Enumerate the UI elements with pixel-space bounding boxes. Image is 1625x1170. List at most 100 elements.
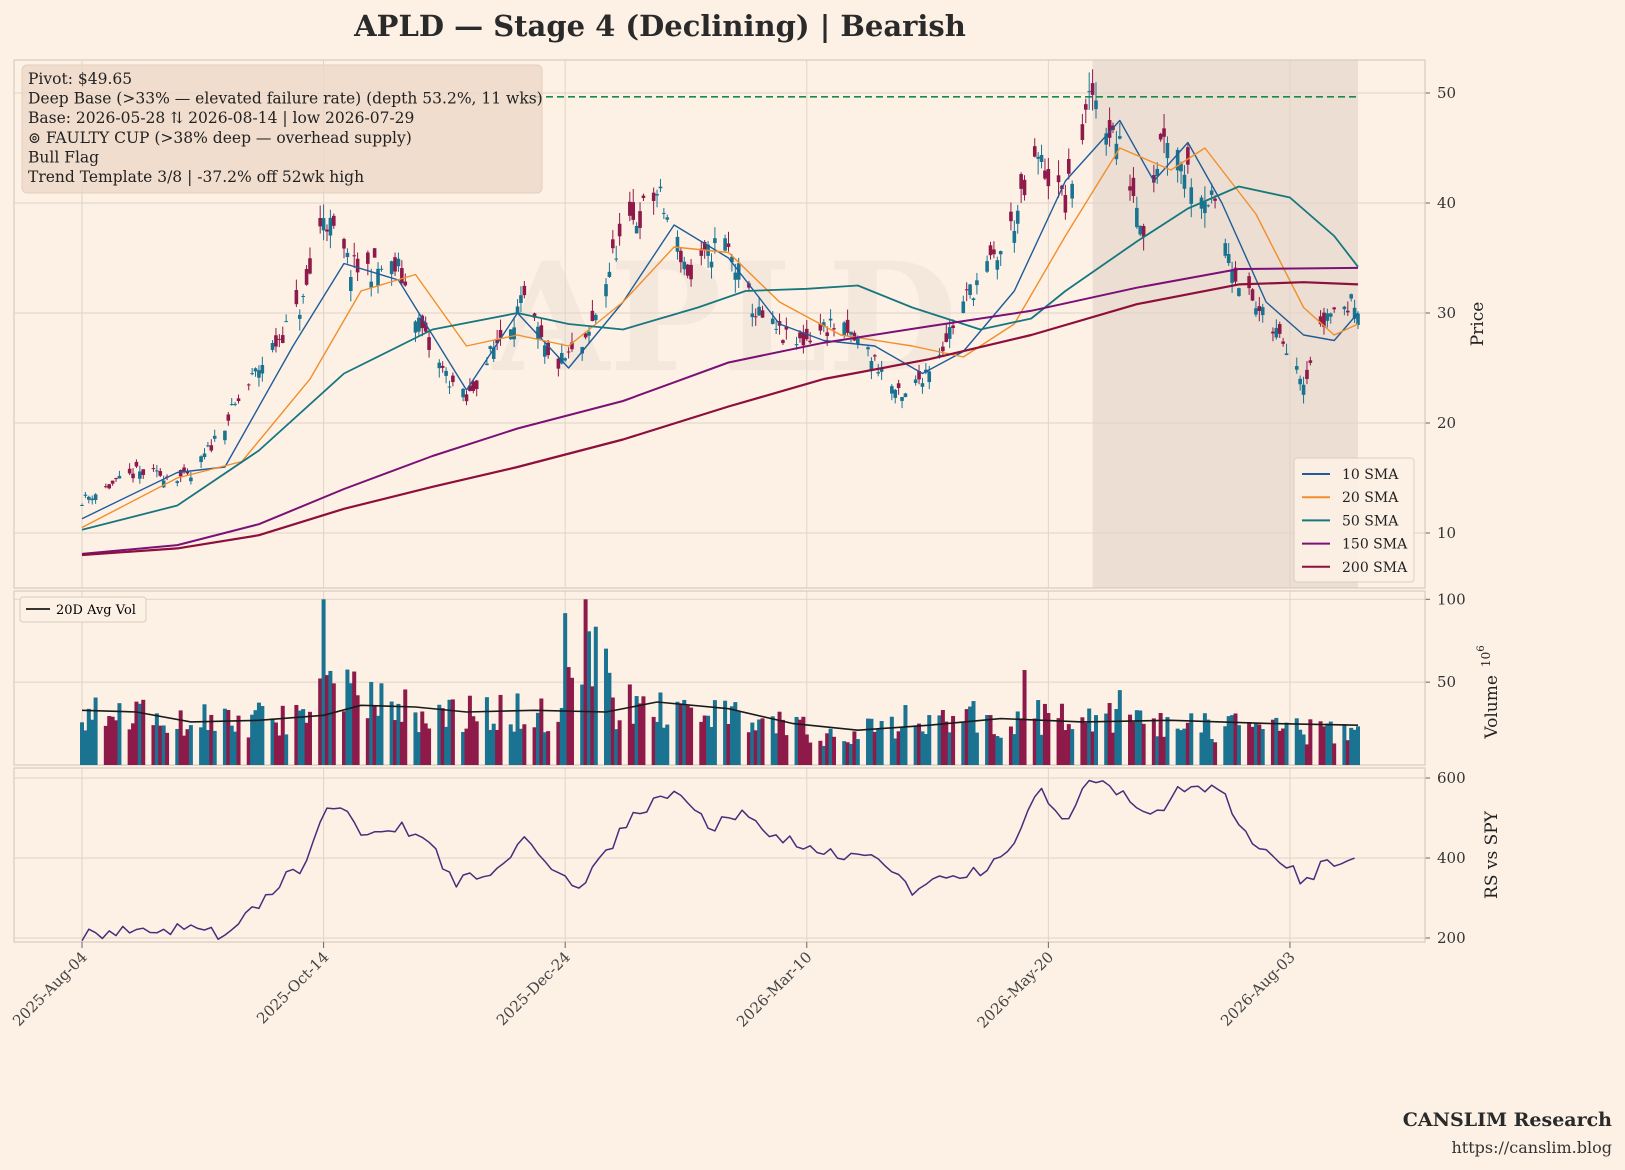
candle-body xyxy=(464,394,469,402)
volume-bar xyxy=(222,708,227,765)
volume-bar xyxy=(831,736,836,765)
volume-bar xyxy=(1080,717,1085,765)
volume-bar xyxy=(1059,703,1064,765)
volume-bar xyxy=(1063,730,1068,765)
volume-bar xyxy=(988,715,993,765)
candle-body xyxy=(495,338,499,344)
volume-bar xyxy=(559,707,564,765)
volume-bar xyxy=(951,715,956,765)
sma-line-20 xyxy=(81,147,1359,529)
volume-bar xyxy=(321,599,326,765)
vol-frame xyxy=(13,590,1426,766)
candle-body xyxy=(393,257,397,272)
volume-bar xyxy=(1070,729,1075,765)
candle-body xyxy=(1260,307,1265,316)
volume-bar xyxy=(80,722,84,765)
candle-body xyxy=(107,484,112,489)
price-tick-label: 40 xyxy=(1437,194,1456,212)
candle-body xyxy=(866,347,870,350)
candle-body xyxy=(427,337,431,350)
candle-body xyxy=(723,238,727,251)
rs-tick-label: 200 xyxy=(1437,929,1466,947)
candle-body xyxy=(202,453,207,458)
candle-body xyxy=(226,414,231,421)
rs-tick-label: 600 xyxy=(1437,769,1466,787)
candle-body xyxy=(321,218,326,231)
candle-body xyxy=(702,241,707,251)
volume-bars xyxy=(80,599,1360,765)
volume-bar xyxy=(1356,726,1360,765)
candle-body xyxy=(726,243,731,247)
candle-body xyxy=(1298,378,1302,385)
volume-bar xyxy=(277,735,282,765)
volume-bar xyxy=(1032,718,1037,765)
volume-bar xyxy=(777,711,782,765)
volume-bar xyxy=(784,735,789,765)
volume-bar xyxy=(498,694,503,765)
candle-body xyxy=(937,354,942,356)
candle-body xyxy=(199,456,203,463)
candle-body xyxy=(617,223,622,237)
volume-bar xyxy=(233,731,238,765)
candle-body xyxy=(280,335,285,344)
volume-bar xyxy=(940,709,945,765)
volume-bar xyxy=(450,699,455,765)
volume-panel: 50 100 20D Avg Vol Volume 106 xyxy=(13,590,1502,766)
candle-body xyxy=(131,473,135,479)
volume-bar xyxy=(1008,726,1013,765)
candle-body xyxy=(713,238,717,244)
volume-bar xyxy=(665,724,670,765)
candle-body xyxy=(1114,143,1119,160)
volume-bar xyxy=(165,732,170,765)
candle-body xyxy=(413,321,418,333)
volume-bar xyxy=(1281,728,1286,765)
volume-bar xyxy=(318,678,323,765)
candle-body xyxy=(345,252,350,258)
candle-body xyxy=(658,186,663,189)
candle-body xyxy=(1066,158,1071,174)
candle-body xyxy=(185,471,190,474)
annotation-line: ⊚ FAULTY CUP (>38% deep — overhead suppl… xyxy=(28,129,412,147)
legend-label: 200 SMA xyxy=(1342,560,1408,576)
volume-bar xyxy=(569,677,574,765)
legend-label: 50 SMA xyxy=(1342,513,1399,529)
volume-bar xyxy=(1325,723,1330,765)
volume-bar xyxy=(328,670,333,765)
volume-bar xyxy=(331,683,336,765)
candle-body xyxy=(794,344,799,346)
vol-legend xyxy=(19,596,147,623)
volume-bar xyxy=(508,724,513,765)
volume-bar xyxy=(869,718,874,765)
volume-bar xyxy=(689,707,694,765)
volume-bar xyxy=(750,722,755,765)
candle-body xyxy=(246,384,251,386)
candle-body xyxy=(631,202,636,220)
volume-bar xyxy=(1202,713,1207,765)
volume-bar xyxy=(1274,717,1279,765)
volume-bar xyxy=(889,716,894,765)
candle-body xyxy=(182,467,186,472)
volume-bar xyxy=(678,703,683,765)
candle-body xyxy=(253,368,258,372)
candle-body xyxy=(536,326,540,340)
candle-body xyxy=(1271,331,1275,334)
volume-bar xyxy=(804,734,809,765)
candle-body xyxy=(155,470,159,472)
volume-bar xyxy=(770,716,775,765)
volume-bar xyxy=(638,703,643,765)
volume-bar xyxy=(512,731,517,765)
volume-bar xyxy=(427,728,432,765)
volume-bar xyxy=(1022,670,1027,765)
price-tick-label: 10 xyxy=(1437,524,1456,542)
volume-bar xyxy=(273,722,278,765)
candle-body xyxy=(498,329,503,338)
candle-body xyxy=(1141,225,1146,237)
candle-body xyxy=(917,370,921,380)
volume-bar xyxy=(229,725,234,765)
candle-body xyxy=(423,322,428,332)
volume-bar xyxy=(753,730,758,765)
volume-bar xyxy=(876,728,881,765)
volume-axis-exponent: 6 xyxy=(1476,645,1487,651)
volume-bar xyxy=(1090,731,1095,765)
volume-bar xyxy=(444,726,449,765)
